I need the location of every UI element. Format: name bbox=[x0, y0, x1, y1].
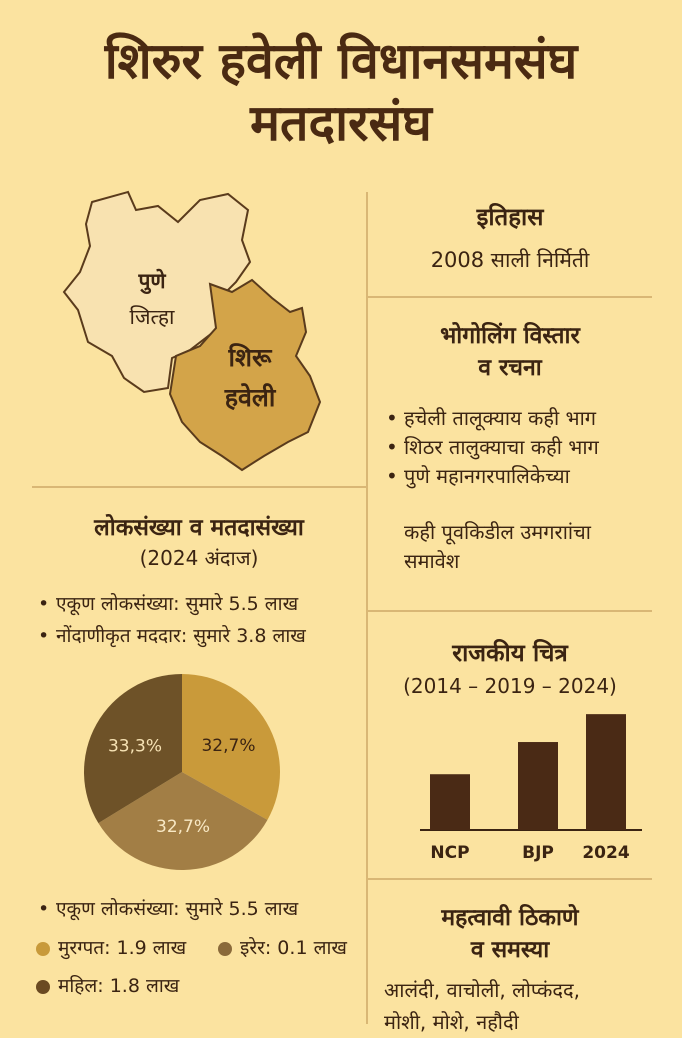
politics-title: राजकीय चित्र bbox=[452, 639, 568, 667]
population-list: एकूण लोकसंख्या: सुमारे 5.5 लाख नोंदाणीकृ… bbox=[34, 588, 374, 652]
pie-slice-label: 32,7% bbox=[201, 736, 255, 756]
list-item: पुणे महानगरपालिकेच्या bbox=[382, 462, 662, 491]
geography-list: हचेली तालूक्याय कही भाग शिठर तालुक्याचा … bbox=[382, 404, 662, 491]
list-item: शिठर तालुक्याचा कही भाग bbox=[382, 433, 662, 462]
population-bottom-list: एकूण लोकसंख्या: सुमारे 5.5 लाख bbox=[34, 894, 374, 924]
history-title: इतिहास bbox=[476, 203, 544, 231]
divider-geography bbox=[368, 610, 652, 612]
divider-history bbox=[368, 296, 652, 298]
shirur-haveli-shape bbox=[168, 278, 322, 472]
geography-list-continuation: कही पूवकिडील उमगराांचा समावेश bbox=[404, 518, 591, 576]
bar-category-label: BJP bbox=[522, 843, 554, 863]
pie-slice-label: 32,7% bbox=[156, 817, 210, 837]
title-line-1: शिरुर हवेली विधानसमसंघ bbox=[104, 32, 578, 90]
legend-dot bbox=[36, 979, 50, 994]
legend-label: इरेर: 0.1 लाख bbox=[240, 937, 347, 959]
places-title-line-2: व समस्या bbox=[470, 937, 550, 963]
places-title-line-1: महत्वावी ठिकाणे bbox=[441, 905, 579, 931]
geography-title-line-1: भोगोलिंग विस्तार bbox=[440, 323, 580, 349]
district-map: पुणे जित्हा शिरू हवेली bbox=[62, 190, 322, 472]
bar-category-label: NCP bbox=[430, 843, 469, 863]
list-item-continuation: समावेश bbox=[404, 549, 460, 573]
title-line-2: मतदारसंघ bbox=[250, 94, 432, 152]
legend-label: महिल: 1.8 लाख bbox=[58, 975, 180, 997]
shirur-label-1: शिरू bbox=[228, 343, 273, 372]
pie-slice bbox=[182, 674, 280, 820]
bar bbox=[586, 714, 626, 830]
legend-item-1: मुरग्पत: 1.9 लाख bbox=[36, 934, 186, 960]
list-item: एकूण लोकसंख्या: सुमारे 5.5 लाख bbox=[34, 894, 374, 924]
bar-category-label: 2024 bbox=[582, 843, 629, 863]
geography-title: भोगोलिंग विस्तार व रचना bbox=[368, 320, 652, 384]
politics-subtitle: (2014 – 2019 – 2024) bbox=[403, 674, 617, 698]
places-line-2: मोशी, मोशे, नहौदी bbox=[384, 1010, 519, 1034]
bar bbox=[518, 742, 558, 830]
places-line-1: आलंदी, वाचोली, लोप्कंदद, bbox=[384, 978, 581, 1002]
pie-slice bbox=[84, 674, 182, 824]
geography-title-line-2: व रचना bbox=[478, 355, 542, 381]
history-text: 2008 साली निर्मिती bbox=[430, 248, 590, 272]
bar bbox=[430, 774, 470, 830]
places-text: आलंदी, वाचोली, लोप्कंदद, मोशी, मोशे, नहौ… bbox=[384, 974, 580, 1038]
list-item: एकूण लोकसंख्या: सुमारे 5.5 लाख bbox=[34, 588, 374, 620]
page-title: शिरुर हवेली विधानसमसंघ मतदारसंघ bbox=[0, 30, 682, 154]
legend-dot bbox=[36, 941, 50, 956]
pie-slice bbox=[98, 772, 268, 870]
divider-map bbox=[32, 486, 366, 488]
pie-slice-label: 33,3% bbox=[108, 737, 162, 757]
population-pie-chart: 32,7% 32,7% 33,3% bbox=[84, 674, 280, 870]
divider-politics bbox=[368, 878, 652, 880]
political-bar-chart: NCP BJP 2024 bbox=[420, 714, 642, 863]
population-title: लोकसंख्या व मतदासंख्या bbox=[94, 515, 304, 541]
list-item-continuation: कही पूवकिडील उमगराांचा bbox=[404, 520, 591, 544]
list-item: नोंदाणीकृत मददार: सुमारे 3.8 लाख bbox=[34, 620, 374, 652]
pune-label-2: जित्हा bbox=[130, 305, 176, 329]
population-subtitle: (2024 अंदाज) bbox=[139, 546, 259, 570]
legend-dot bbox=[218, 941, 232, 956]
places-title: महत्वावी ठिकाणे व समस्या bbox=[368, 902, 652, 966]
legend-label: मुरग्पत: 1.9 लाख bbox=[58, 937, 187, 959]
pune-label-1: पुणे bbox=[137, 268, 166, 295]
list-item: हचेली तालूक्याय कही भाग bbox=[382, 404, 662, 433]
legend-item-3: महिल: 1.8 लाख bbox=[36, 972, 179, 998]
shirur-label-2: हवेली bbox=[224, 383, 277, 412]
pune-district-shape bbox=[62, 190, 252, 394]
legend-item-2: इरेर: 0.1 लाख bbox=[218, 934, 347, 960]
